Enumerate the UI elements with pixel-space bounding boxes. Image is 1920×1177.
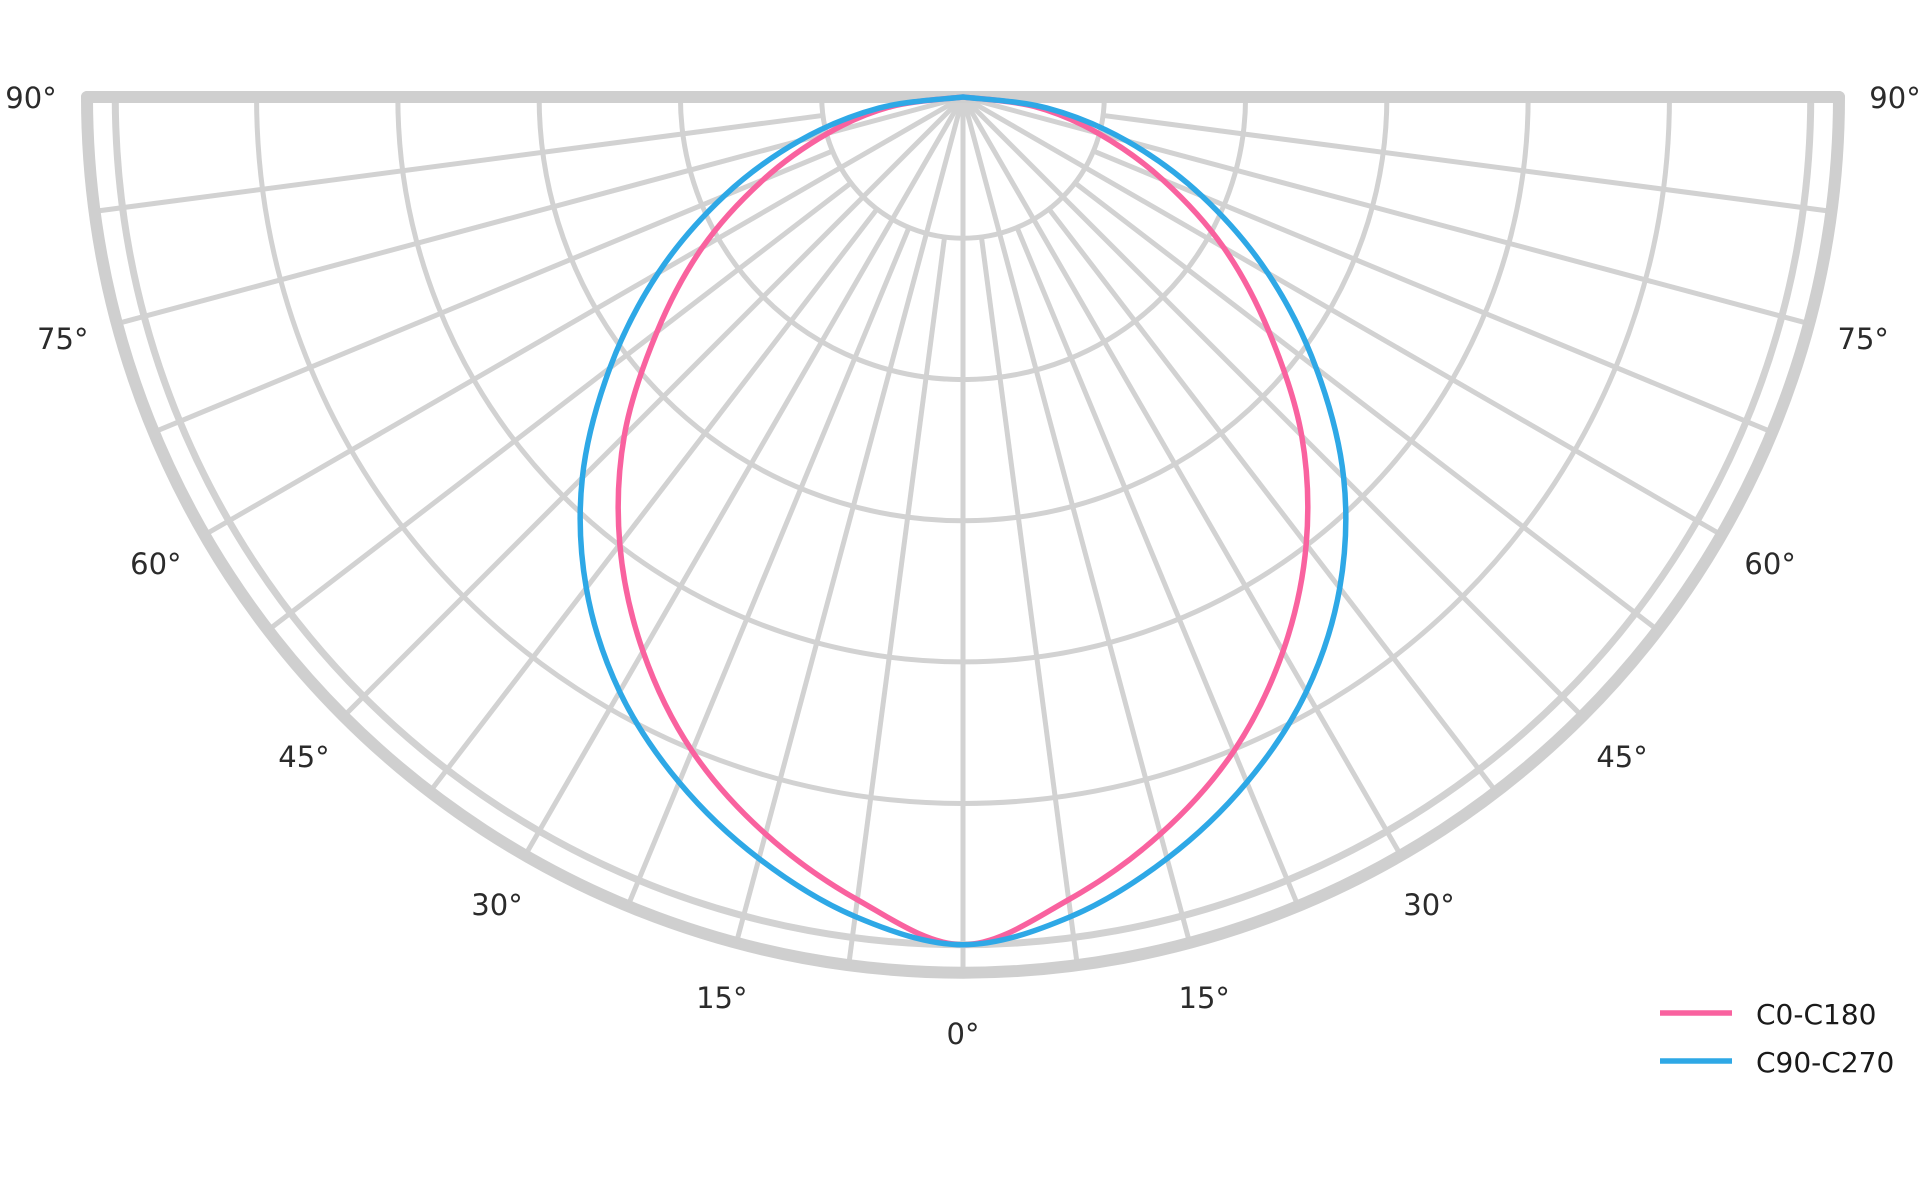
grid-spoke [203,94,965,538]
grid-spoke [94,112,824,214]
axis-label-center-0: 0° [947,1017,980,1051]
grid-spoke [846,236,948,966]
axis-label-right-1: 30° [1403,888,1454,922]
legend-item[interactable]: C0-C180 [1660,998,1876,1031]
grid-spoke [960,95,1404,857]
axis-label-left-15: 15° [696,981,747,1015]
grid-spoke [961,94,1723,538]
grid-spoke [427,207,879,794]
axis-label-right-4: 75° [1838,322,1889,356]
grid-spoke [625,226,912,908]
grid-spoke [961,95,1585,719]
grid-spoke [733,96,966,944]
legend-label: C90-C270 [1756,1046,1894,1079]
grid-spoke [1102,112,1832,214]
angular-grid-spokes [87,94,1839,973]
axis-label-left-75: 75° [37,322,88,356]
axis-label-left-45: 45° [278,740,329,774]
grid-spoke [522,95,966,857]
grid-spoke [978,236,1080,966]
legend: C0-C180 C90-C270 [1660,998,1894,1079]
axis-label-right-0: 15° [1179,981,1230,1015]
grid-spoke [1073,181,1660,633]
axis-label-left-30: 30° [471,888,522,922]
grid-spoke [1014,226,1301,908]
grid-spoke [1047,207,1499,794]
intensity-curves [577,94,1349,948]
legend-label: C0-C180 [1756,998,1876,1031]
axis-label-right-3: 60° [1744,547,1795,581]
axis-label-right-2: 45° [1596,740,1647,774]
grid-spoke [266,181,853,633]
legend-item[interactable]: C90-C270 [1660,1046,1894,1079]
axis-label-left-90: 90° [5,81,56,115]
intensity-curve-c90-c270 [577,94,1349,948]
outer-arc [81,91,1845,979]
grid-spoke [960,96,1193,944]
axis-tick-labels: 90° 75° 60° 45° 30° 15° 0° 15° 30° 45° 60° 75° 90° [5,81,1920,1051]
grid-spoke [341,95,965,719]
axis-label-right-5: 90° [1869,81,1920,115]
axis-label-left-60: 60° [130,547,181,581]
